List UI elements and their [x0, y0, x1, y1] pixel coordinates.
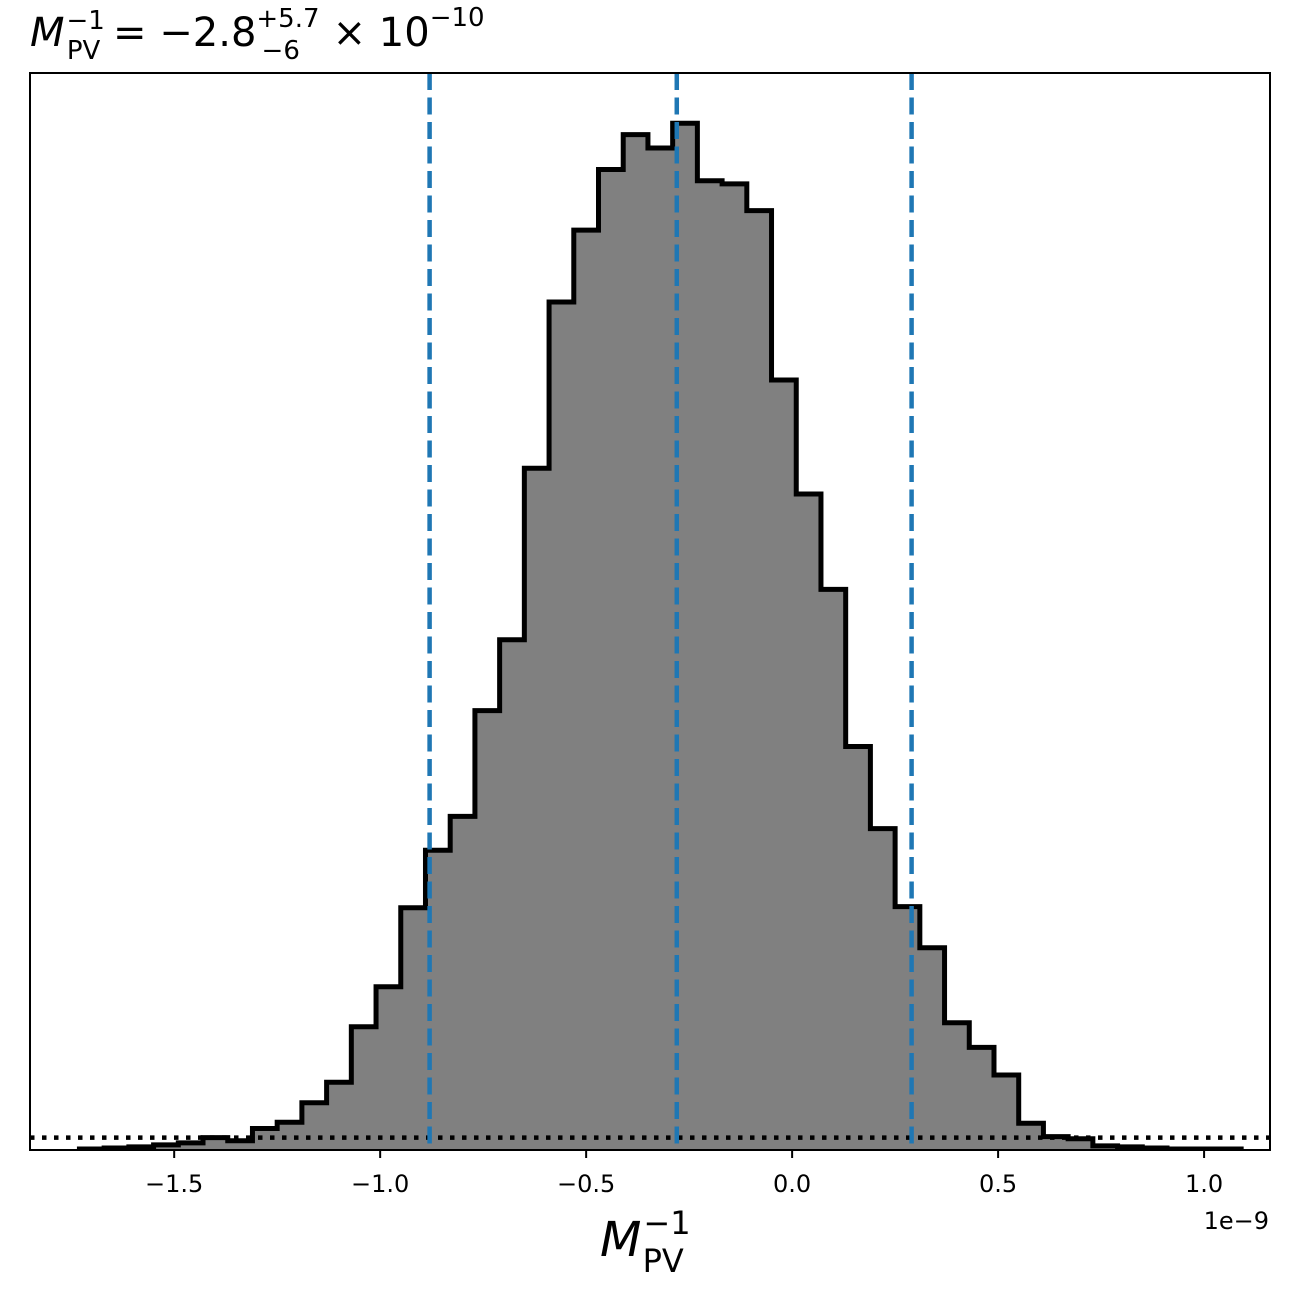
title-symbol: M [30, 10, 65, 56]
title-sup: −1 [67, 6, 105, 36]
chart-title: M−1 PV = −2.8+5.7 −6 × 10−10 [30, 3, 485, 66]
title-times: × 10 [320, 10, 430, 56]
histogram-bar [820, 589, 847, 1150]
title-exponent: −10 [430, 3, 485, 33]
histogram-bar [573, 230, 599, 1150]
histogram-bar [944, 1022, 970, 1150]
axes-frame [29, 72, 1271, 1151]
xlabel-symbol: M [600, 1212, 641, 1268]
histogram-bar [351, 1026, 377, 1150]
title-equals: = −2.8 [100, 10, 256, 56]
histogram-bar [845, 746, 871, 1150]
x-axis-label: M−1 PV [600, 1204, 691, 1280]
histogram-bar [870, 828, 896, 1150]
histogram-bar [499, 639, 525, 1150]
histogram-bar [722, 183, 748, 1150]
x-tick-label: 0.5 [979, 1170, 1017, 1198]
histogram-bar [697, 180, 723, 1150]
histogram-bar [919, 947, 945, 1150]
histogram-bar [178, 1142, 204, 1150]
histogram-bar [598, 169, 624, 1150]
title-err-plus: +5.7 [256, 4, 319, 34]
x-tick-label: −0.5 [557, 1170, 615, 1198]
histogram-bar [647, 147, 674, 1150]
plot-area: −1.5 −1.0 −0.5 0.0 0.5 1.0 [29, 72, 1271, 1198]
xlabel-sup: −1 [643, 1204, 690, 1242]
histogram-bar [301, 1102, 328, 1150]
histogram-bar [969, 1047, 995, 1150]
histogram-bar [623, 134, 649, 1150]
x-tick-label: −1.0 [351, 1170, 409, 1198]
title-err-minus: −6 [262, 36, 300, 66]
histogram-bar [376, 986, 402, 1150]
histogram-bar [425, 850, 451, 1150]
histogram-bar [549, 301, 575, 1150]
histogram-bar [1068, 1138, 1094, 1150]
x-tick-label: 0.0 [773, 1170, 811, 1198]
x-axis-offset-text: 1e−9 [1204, 1207, 1269, 1235]
histogram-bar [227, 1140, 253, 1150]
xlabel-sub: PV [643, 1242, 684, 1280]
histogram-bar [450, 816, 476, 1150]
histogram-bar [252, 1128, 278, 1150]
histogram-bar [277, 1122, 303, 1150]
histogram-bar [474, 710, 501, 1150]
histogram-bar [400, 907, 426, 1150]
histogram-bar [1043, 1136, 1069, 1150]
histogram-bar [796, 493, 822, 1150]
histogram-bar [203, 1137, 229, 1150]
histogram-series [30, 73, 1270, 1150]
x-tick-label: 1.0 [1185, 1170, 1223, 1198]
x-tick-label: −1.5 [145, 1170, 203, 1198]
histogram-bar [746, 210, 772, 1150]
histogram-bar [771, 379, 797, 1150]
histogram-outline [76, 120, 1244, 1150]
title-sub: PV [67, 36, 101, 66]
histogram-bar [895, 906, 921, 1150]
histogram-bar [524, 468, 550, 1150]
histogram-bar [153, 1144, 179, 1150]
